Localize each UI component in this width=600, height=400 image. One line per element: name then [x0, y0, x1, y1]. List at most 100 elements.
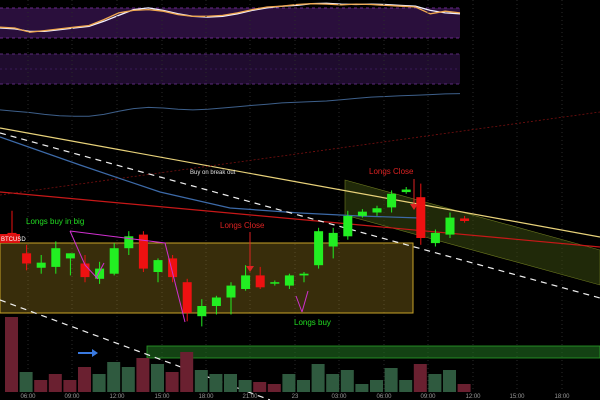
volume-bar [194, 370, 208, 392]
x-tick-label: 21:00 [242, 394, 258, 400]
candle-body [270, 282, 280, 284]
candle-body [168, 258, 178, 278]
candle-body [299, 273, 309, 276]
x-tick-label: 03:00 [331, 394, 347, 400]
x-tick-label: 23 [292, 394, 299, 400]
volume-bar [136, 358, 150, 392]
candle-body [445, 217, 455, 235]
volume-bar [151, 364, 164, 392]
stoch-band-fill [0, 8, 460, 38]
red-trendline [0, 191, 600, 248]
volume-bar [457, 384, 471, 392]
x-tick-label: 12:00 [465, 394, 481, 400]
stoch-k-line [0, 3, 461, 33]
magenta-arrow-b [301, 290, 309, 313]
volume-bar [224, 374, 237, 392]
annotation-longs-buy: Longs buy [294, 318, 331, 327]
x-tick-label: 06:00 [20, 394, 36, 400]
candle-body [401, 189, 411, 193]
candle-body [197, 306, 207, 317]
volume-bar [311, 364, 325, 392]
candle-body [22, 253, 32, 264]
candle-body [241, 275, 251, 289]
volume-bar [5, 317, 18, 392]
x-tick-label: 06:00 [376, 394, 392, 400]
x-tick-label: 15:00 [509, 394, 525, 400]
candle-body [284, 275, 294, 286]
annotation-longs-buy-in-big: Longs buy in big [26, 217, 84, 226]
annotation-longs-close-1: Longs Close [220, 221, 265, 230]
volume-bar [340, 370, 354, 392]
candle-body [430, 232, 440, 244]
stochastic-panel [0, 2, 461, 39]
magenta-annotation-right [69, 230, 186, 323]
volume-bar [121, 367, 135, 392]
momentum-panel [0, 93, 461, 117]
annotation-buy-on-break-out: Buy on break out [190, 170, 236, 176]
volume-bar [384, 368, 398, 392]
volume-bar [413, 364, 427, 392]
volume-bar [209, 374, 223, 392]
white-dashed-lower-trendline [0, 299, 271, 400]
blue-arrowhead [92, 349, 98, 357]
volume-bar [78, 367, 91, 392]
candle-body [80, 263, 90, 278]
descending-channel [344, 179, 600, 286]
candle-body [36, 262, 46, 268]
consolidation-box [0, 242, 414, 314]
price-badge [0, 234, 20, 243]
volume-bar [428, 374, 442, 392]
blue-moving-average [0, 136, 421, 219]
annotation-longs-close-2: Longs Close [369, 167, 414, 176]
volume-bar [282, 374, 296, 392]
volume-bar [399, 380, 413, 392]
candle-body [138, 234, 148, 269]
volume-bar [92, 374, 106, 392]
candle-body [226, 285, 236, 298]
x-tick-label: 09:00 [64, 394, 80, 400]
white-dashed-trendline [0, 132, 600, 299]
volume-bar [326, 374, 340, 392]
candle-body [95, 268, 105, 279]
momentum-line [0, 93, 461, 117]
magenta-arrow-a [95, 262, 105, 279]
volume-bar [48, 374, 62, 392]
candle-body [387, 193, 397, 208]
longs-close-arrowhead-2 [410, 204, 418, 210]
magenta-annotation-left [69, 230, 99, 280]
volume-bar [238, 380, 252, 392]
candle-body [255, 275, 265, 288]
price-badge-label: BTCUSD [1, 237, 26, 243]
red-dotted-trendline [0, 111, 600, 196]
volume-bar [180, 352, 194, 392]
volume-bar [443, 370, 456, 392]
candle-body [153, 260, 163, 272]
candle-body [182, 282, 192, 313]
x-tick-label: 15:00 [154, 394, 170, 400]
x-tick-label: 09:00 [420, 394, 436, 400]
stoch-d-line [0, 2, 461, 33]
magenta-arrow-c [295, 295, 303, 313]
volume-bar [355, 384, 369, 392]
green-support-zone [146, 345, 600, 359]
volume-bar [370, 380, 383, 392]
candle-body [124, 236, 134, 249]
candle-body [51, 248, 61, 267]
volume-bar [63, 380, 77, 392]
longs-close-arrowhead-1 [246, 266, 254, 272]
volume-bar [297, 380, 310, 392]
x-axis: 06:00 09:00 12:00 15:00 18:00 21:00 23 03:00 06:… [20, 394, 570, 400]
candle-body [343, 215, 353, 237]
volume-bars [5, 317, 471, 392]
candle-body [109, 248, 119, 274]
candle-body [314, 231, 324, 266]
candles [7, 183, 470, 327]
candle-body [372, 208, 382, 213]
candle-body [357, 211, 367, 216]
candle-body [460, 218, 470, 221]
x-tick-label: 18:00 [198, 394, 214, 400]
rsi-panel [0, 53, 460, 85]
x-tick-label: 18:00 [554, 394, 570, 400]
